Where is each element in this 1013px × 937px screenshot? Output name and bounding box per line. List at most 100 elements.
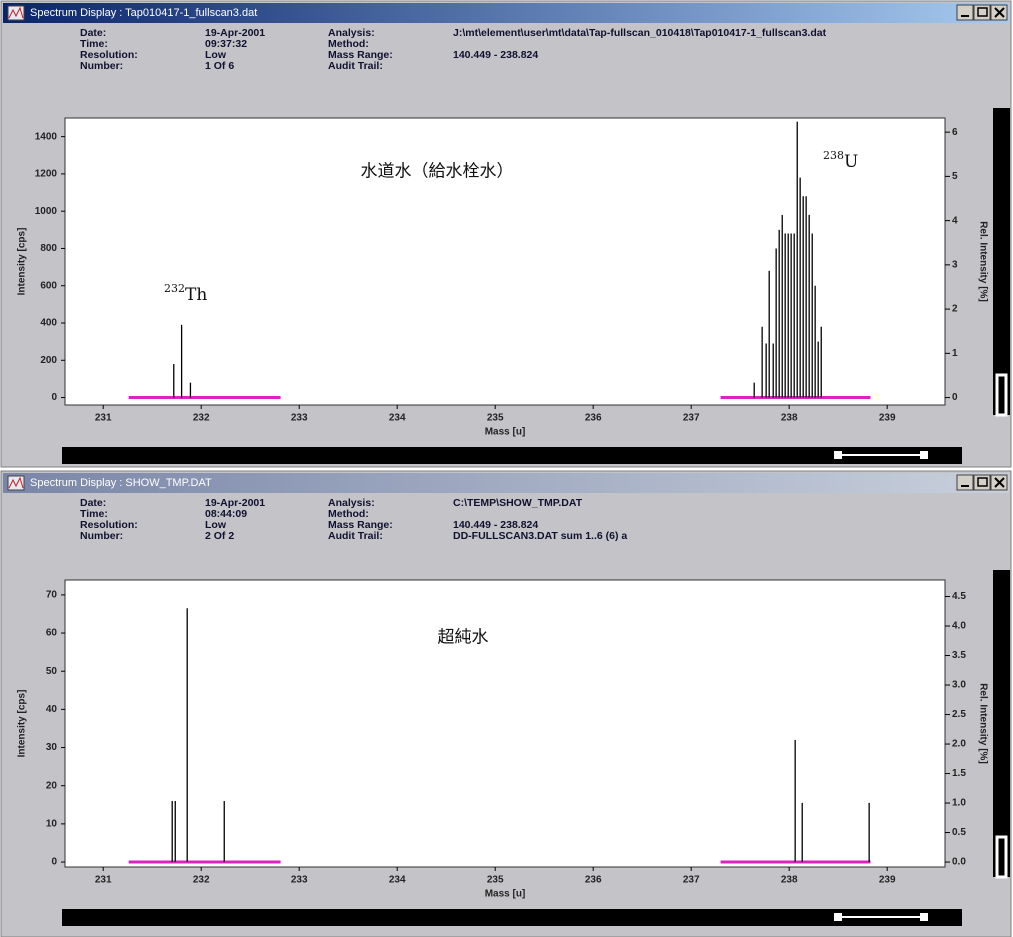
info-value: Low — [205, 49, 227, 61]
info-label: Audit Trail: — [328, 530, 383, 542]
info-value: 19-Apr-2001 — [205, 27, 265, 39]
info-label: Number: — [80, 60, 123, 72]
y-tick-label: 60 — [46, 628, 58, 639]
isotope-element: Th — [185, 285, 207, 305]
info-value: 19-Apr-2001 — [205, 497, 265, 509]
horizontal-scrollbar[interactable] — [62, 909, 962, 926]
close-glyph — [994, 477, 1005, 488]
x-tick-label: 234 — [389, 413, 406, 424]
y2-tick-label: 0.5 — [952, 827, 966, 838]
info-label: Audit Trail: — [328, 60, 383, 72]
info-label: Mass Range: — [328, 519, 393, 531]
y2-tick-label: 3.5 — [952, 650, 966, 661]
x-axis-label: Mass [u] — [485, 427, 526, 438]
info-label: Mass Range: — [328, 49, 393, 61]
info-value: DD-FULLSCAN3.DAT sum 1..6 (6) a — [453, 530, 627, 542]
info-value: Low — [205, 519, 227, 531]
info-label: Analysis: — [328, 27, 375, 39]
vertical-thumb[interactable] — [995, 835, 1008, 879]
info-value: J:\mt\element\user\mt\data\Tap-fullscan_… — [453, 27, 827, 39]
info-label: Method: — [328, 38, 369, 50]
app-icon-graph — [8, 476, 24, 489]
info-label: Resolution: — [80, 49, 138, 61]
annotation: 水道水（給水栓水） — [361, 162, 514, 182]
x-tick-label: 235 — [487, 413, 504, 424]
x-tick-label: 239 — [879, 875, 896, 886]
plot-area — [64, 579, 946, 868]
y2-tick-label: 6 — [952, 127, 958, 138]
thumb-end — [920, 451, 928, 459]
y-tick-label: 1400 — [35, 131, 58, 142]
x-tick-label: 233 — [291, 875, 308, 886]
y-tick-label: 1000 — [35, 206, 58, 217]
y2-axis-label: Rel. Intensity [%] — [977, 221, 988, 302]
y-tick-label: 70 — [46, 590, 58, 601]
window-title: Spectrum Display : Tap010417-1_fullscan3… — [30, 7, 257, 19]
info-label: Time: — [80, 508, 108, 520]
y2-tick-label: 0.0 — [952, 857, 966, 868]
x-tick-label: 233 — [291, 413, 308, 424]
title-bar — [3, 473, 1009, 493]
vertical-thumb[interactable] — [995, 373, 1008, 417]
window-button-min[interactable] — [956, 474, 974, 491]
y2-tick-label: 4.0 — [952, 621, 966, 632]
x-tick-label: 232 — [193, 875, 210, 886]
x-tick-label: 238 — [781, 413, 798, 424]
y-tick-label: 50 — [46, 666, 58, 677]
y2-tick-label: 4 — [952, 215, 958, 226]
y-tick-label: 1200 — [35, 169, 58, 180]
isotope-element: U — [844, 152, 858, 172]
y-tick-label: 0 — [51, 857, 57, 868]
info-value: 1 Of 6 — [205, 60, 234, 72]
isotope-mass: 232 — [164, 282, 185, 295]
vertical-scrollbar[interactable] — [993, 570, 1010, 877]
isotope-mass: 238 — [823, 149, 844, 162]
y-tick-label: 0 — [51, 392, 57, 403]
y-tick-label: 600 — [40, 280, 57, 291]
info-label: Resolution: — [80, 519, 138, 531]
y2-tick-label: 5 — [952, 171, 958, 182]
max-glyph — [977, 477, 988, 487]
info-value: 140.449 - 238.824 — [453, 519, 538, 531]
app-icon-graph — [8, 6, 24, 19]
y2-tick-label: 2 — [952, 304, 958, 315]
y2-tick-label: 1 — [952, 348, 958, 359]
x-tick-label: 231 — [95, 413, 112, 424]
close-glyph — [994, 7, 1005, 18]
y2-tick-label: 2.0 — [952, 739, 966, 750]
plot-area — [64, 117, 946, 406]
max-glyph — [977, 7, 988, 17]
window-button-min[interactable] — [956, 4, 974, 21]
x-tick-label: 237 — [683, 413, 700, 424]
y2-tick-label: 1.0 — [952, 798, 966, 809]
y2-axis-label: Rel. Intensity [%] — [977, 683, 988, 764]
isotope-label: 238U — [823, 149, 858, 172]
thumb-end — [920, 913, 928, 921]
y-tick-label: 800 — [40, 243, 57, 254]
y-axis-label: Intensity [cps] — [17, 690, 28, 758]
y-tick-label: 40 — [46, 704, 58, 715]
y-tick-label: 30 — [46, 742, 58, 753]
x-tick-label: 235 — [487, 875, 504, 886]
y2-tick-label: 3 — [952, 260, 958, 271]
window-title: Spectrum Display : SHOW_TMP.DAT — [30, 477, 212, 489]
horizontal-scrollbar[interactable] — [62, 447, 962, 464]
x-tick-label: 234 — [389, 875, 406, 886]
x-tick-label: 236 — [585, 413, 602, 424]
info-value: 08:44:09 — [205, 508, 247, 520]
info-value: 2 Of 2 — [205, 530, 234, 542]
info-label: Number: — [80, 530, 123, 542]
y2-tick-label: 3.0 — [952, 680, 966, 691]
info-label: Time: — [80, 38, 108, 50]
thumb-end — [834, 451, 842, 459]
vertical-scrollbar[interactable] — [993, 108, 1010, 415]
y2-tick-label: 1.5 — [952, 768, 966, 779]
info-value: 140.449 - 238.824 — [453, 49, 538, 61]
info-label: Method: — [328, 508, 369, 520]
y2-tick-label: 4.5 — [952, 591, 966, 602]
y-axis-label: Intensity [cps] — [17, 228, 28, 296]
x-tick-label: 232 — [193, 413, 210, 424]
x-tick-label: 239 — [879, 413, 896, 424]
annotation: 超純水 — [438, 628, 489, 648]
